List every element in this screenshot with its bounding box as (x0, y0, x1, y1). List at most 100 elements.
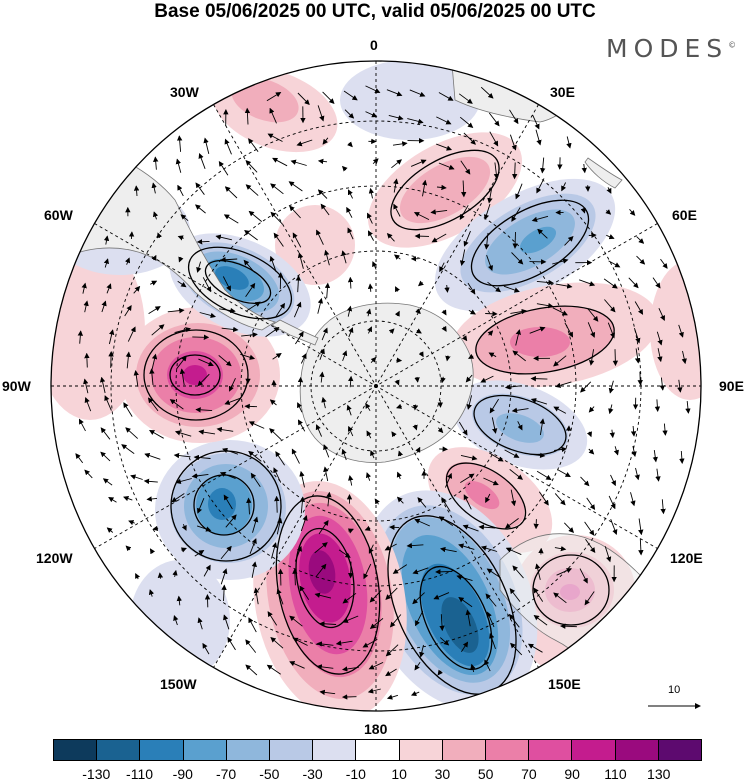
wind-vector (394, 310, 400, 317)
weak-negative-north (340, 61, 480, 140)
reference-vector-label: 10 (668, 684, 681, 696)
wind-vector (243, 259, 255, 273)
wind-vector (462, 524, 479, 532)
lon-label-30e: 30E (550, 84, 575, 100)
wind-vector (100, 427, 111, 440)
wind-vector (418, 351, 424, 358)
wind-vector (128, 520, 135, 526)
wind-vector (175, 158, 182, 173)
wind-vector (511, 407, 529, 413)
wind-vector (215, 234, 233, 241)
wind-vector (177, 280, 187, 288)
wind-vector (252, 516, 259, 533)
wind-vector (135, 572, 141, 580)
wind-vector (130, 474, 143, 480)
wind-vector (121, 444, 135, 454)
wind-vector (323, 466, 329, 482)
wind-vector (198, 358, 214, 367)
wind-vector (638, 518, 644, 536)
wind-vector (191, 473, 209, 479)
lon-label-90w: 90W (2, 378, 31, 394)
wind-vector (151, 353, 158, 371)
positive-center-165w (253, 481, 407, 711)
wind-vector (467, 282, 476, 295)
wind-vector (441, 325, 447, 332)
wind-vector (634, 467, 640, 481)
wind-vector (108, 497, 117, 503)
wind-vector (319, 689, 336, 696)
wind-vector (417, 497, 427, 508)
wind-vector (437, 427, 444, 434)
wind-vector (368, 187, 375, 199)
wind-vector (531, 215, 549, 222)
wind-vector (484, 659, 491, 672)
wind-vector (685, 401, 691, 414)
colorbar-tick-label: 10 (391, 766, 407, 782)
wind-vector (393, 254, 401, 260)
wind-vector (275, 451, 285, 466)
wind-vector (554, 446, 567, 453)
wind-vector (662, 423, 668, 436)
wind-vector (555, 283, 573, 289)
wind-vector (412, 424, 418, 431)
wind-vector (385, 644, 399, 657)
wind-vector (133, 285, 141, 294)
wind-vector (99, 376, 106, 394)
wind-vector (585, 539, 596, 554)
wind-vector (515, 183, 523, 200)
colorbar-cell (54, 740, 98, 760)
wind-vector (466, 395, 473, 410)
wind-vector (461, 335, 468, 342)
wind-vector (144, 453, 161, 460)
wind-vector (511, 162, 518, 180)
wind-vector (225, 514, 237, 528)
wind-vector (604, 299, 616, 313)
wind-vector (392, 564, 408, 574)
wind-vector (272, 352, 282, 360)
wind-vector (198, 429, 216, 435)
wind-vector (389, 524, 400, 531)
wind-vector (106, 527, 114, 533)
wind-vector (322, 137, 329, 145)
wind-vector (608, 260, 621, 268)
wind-vector (293, 301, 302, 318)
lon-label-120e: 120E (670, 550, 703, 566)
wind-vector (435, 569, 453, 575)
wind-vector (433, 592, 450, 600)
wind-vector (581, 163, 587, 174)
wind-vector (195, 182, 205, 195)
wind-vector (101, 300, 107, 313)
wind-vector (586, 431, 592, 438)
wind-vector (463, 230, 471, 247)
wind-vector (180, 547, 187, 553)
wind-vector (176, 355, 187, 370)
wind-vector (366, 308, 372, 317)
wind-vector (533, 614, 548, 626)
wind-vector (218, 160, 229, 176)
wind-vector (460, 160, 471, 175)
wind-vector (555, 381, 572, 388)
wind-vector (343, 90, 358, 101)
wind-vector (414, 518, 430, 527)
wind-vector (613, 446, 619, 456)
colorbar-tick-label: 70 (521, 766, 537, 782)
wind-vector (511, 252, 524, 265)
wind-vector (365, 472, 372, 481)
wind-vector (203, 564, 211, 577)
wind-vector (560, 623, 577, 629)
wind-vector (173, 615, 179, 626)
wind-vector (151, 254, 157, 261)
wind-vector (486, 611, 495, 628)
wind-vector (603, 278, 618, 289)
wind-vector (223, 614, 230, 630)
wind-vector (509, 134, 517, 151)
wind-vector (196, 239, 210, 245)
wind-vector (638, 538, 644, 556)
colorbar-cell (226, 740, 271, 760)
wind-vector (438, 516, 454, 526)
lon-label-0: 0 (370, 37, 378, 53)
wind-vector (539, 418, 545, 436)
wind-vector (439, 614, 445, 632)
wind-vector (324, 282, 331, 299)
wind-vector (127, 326, 136, 342)
